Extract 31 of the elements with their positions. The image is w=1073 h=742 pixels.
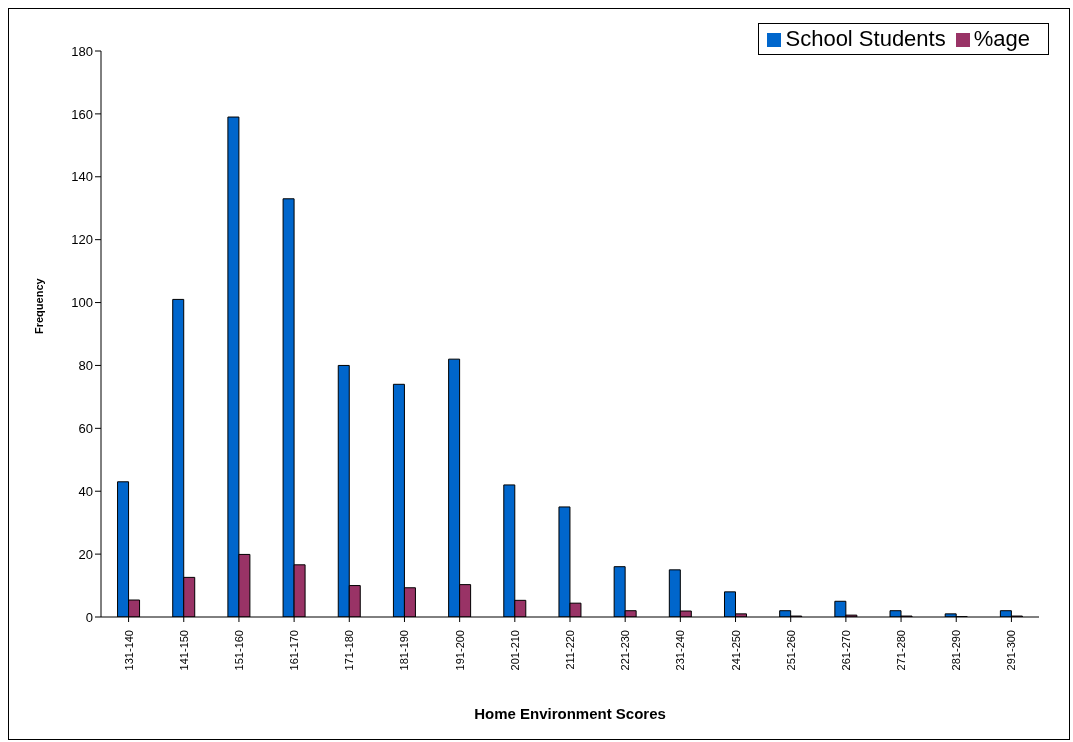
x-axis-title: Home Environment Scores <box>474 705 666 722</box>
y-axis-title: Frequency <box>32 277 45 334</box>
y-tick-label: 180 <box>71 43 93 59</box>
y-tick-label: 120 <box>71 232 93 248</box>
y-tick-label: 100 <box>71 295 93 311</box>
x-tick-label: 251-260 <box>784 630 797 671</box>
x-tick-label: 151-160 <box>232 630 245 671</box>
x-tick-label: 211-220 <box>564 630 576 670</box>
x-tick-label: 171-180 <box>343 630 356 671</box>
y-tick-label: 20 <box>78 546 93 562</box>
y-tick-label: 40 <box>78 483 93 499</box>
x-tick-label: 231-240 <box>674 630 687 671</box>
legend-label: School Students <box>785 26 946 51</box>
x-tick-label: 191-200 <box>453 630 466 671</box>
x-tick-label: 141-150 <box>177 630 190 671</box>
y-tick-label: 0 <box>85 609 93 625</box>
x-tick-label: 291-300 <box>1005 630 1018 671</box>
x-tick-label: 281-290 <box>950 630 963 671</box>
y-tick-label: 60 <box>78 420 93 436</box>
y-tick-label: 80 <box>78 358 93 374</box>
x-tick-label: 241-250 <box>729 630 742 671</box>
y-tick-label: 140 <box>71 169 93 185</box>
x-tick-label: 131-140 <box>122 630 135 671</box>
x-tick-label: 181-190 <box>398 630 411 671</box>
x-tick-label: 161-170 <box>288 630 301 671</box>
x-tick-label: 201-210 <box>508 630 521 671</box>
legend-label: %age <box>973 26 1030 51</box>
x-tick-label: 221-230 <box>619 630 632 671</box>
x-tick-label: 271-280 <box>895 630 908 671</box>
y-tick-label: 160 <box>71 106 93 122</box>
x-tick-label: 261-270 <box>839 630 852 671</box>
